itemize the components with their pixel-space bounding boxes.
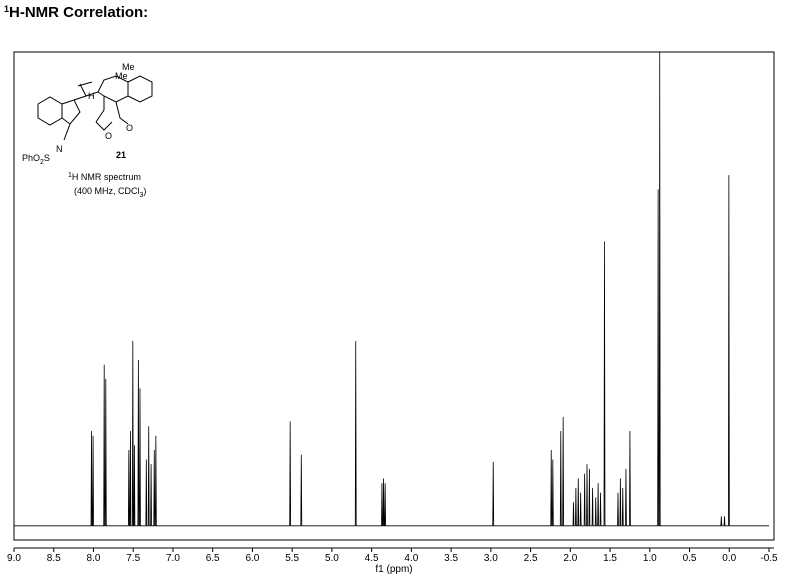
x-tick-label: 7.5 — [126, 553, 140, 564]
plot-frame — [13, 51, 775, 541]
x-tick-label: 3.0 — [484, 553, 498, 564]
x-tick-label: 6.0 — [245, 553, 259, 564]
caption-sub: 3 — [140, 192, 144, 199]
heading: 1H-NMR Correlation: — [4, 4, 148, 21]
atom-label: Me — [115, 71, 128, 81]
x-tick-label: 2.0 — [563, 553, 577, 564]
heading-text: H-NMR Correlation: — [9, 4, 148, 21]
x-tick-label: 5.5 — [285, 553, 299, 564]
atom-label: Me — [122, 62, 135, 72]
caption-sup: 1 — [68, 172, 72, 179]
x-tick-label: 7.0 — [166, 553, 180, 564]
x-tick-label: 8.5 — [47, 553, 61, 564]
sulfonyl-text: S — [44, 153, 50, 163]
atom-label: H — [88, 91, 95, 101]
x-tick-label: 3.5 — [444, 553, 458, 564]
caption-text: H NMR spectrum — [72, 172, 141, 182]
atom-label: O — [105, 131, 112, 141]
x-tick-label: 8.0 — [87, 553, 101, 564]
sulfonyl-text: PhO — [22, 153, 40, 163]
x-tick-label: 6.5 — [206, 553, 220, 564]
x-tick-label: 5.0 — [325, 553, 339, 564]
spectrum-line — [14, 51, 769, 527]
caption-text: ) — [143, 186, 146, 196]
x-tick-label: 1.0 — [643, 553, 657, 564]
heading-sup: 1 — [4, 4, 9, 14]
atom-label: N — [56, 144, 63, 154]
x-tick-label: 4.5 — [365, 553, 379, 564]
x-tick-label: 4.0 — [404, 553, 418, 564]
compound-number: 21 — [116, 150, 126, 160]
caption: (400 MHz, CDCl3) — [74, 186, 146, 199]
x-tick-label: -0.5 — [760, 553, 778, 564]
x-axis-label: f1 (ppm) — [375, 564, 412, 575]
sulfonyl-label: PhO2S — [22, 153, 50, 166]
x-tick-label: 1.5 — [603, 553, 617, 564]
caption: 1H NMR spectrum — [68, 172, 141, 182]
atom-label: O — [126, 123, 133, 133]
sulfonyl-sub: 2 — [40, 159, 44, 166]
structure — [37, 75, 153, 141]
caption-text: (400 MHz, CDCl — [74, 186, 140, 196]
x-tick-label: 9.0 — [7, 553, 21, 564]
x-tick-label: 2.5 — [524, 553, 538, 564]
x-tick-label: 0.5 — [683, 553, 697, 564]
x-tick-label: 0.0 — [722, 553, 736, 564]
